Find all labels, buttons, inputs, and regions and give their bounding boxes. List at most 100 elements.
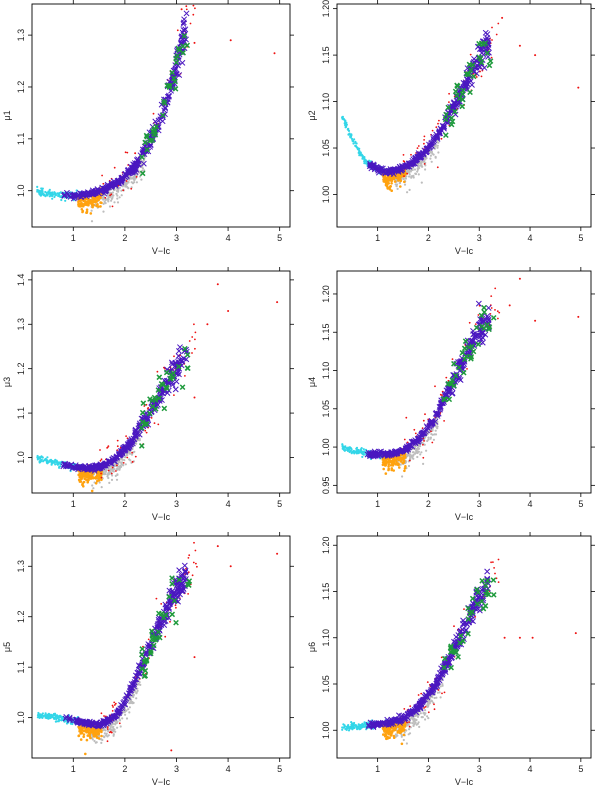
red-outlier-point: [229, 39, 232, 42]
gray-point: [135, 697, 138, 700]
orange-point: [89, 477, 93, 480]
red-point: [134, 152, 137, 155]
green-cross: [161, 100, 168, 106]
purple-cross: [132, 431, 139, 438]
purple-cross: [152, 118, 159, 125]
gray-point: [134, 177, 137, 180]
purple-cross: [86, 462, 93, 469]
cyan-point: [40, 713, 43, 716]
red-outlier-point: [518, 277, 521, 280]
purple-cross: [394, 166, 401, 173]
cyan-point: [42, 714, 45, 718]
gray-point: [102, 197, 105, 200]
gray-point: [432, 153, 435, 156]
purple-cross: [377, 451, 384, 458]
orange-point: [386, 460, 389, 464]
y-tick-label: 1.15: [321, 323, 331, 341]
gray-point: [121, 185, 124, 188]
green-cross: [451, 360, 457, 367]
gray-point: [413, 168, 417, 171]
cyan-point: [36, 716, 40, 719]
red-point: [100, 458, 103, 461]
gray-point: [110, 199, 113, 202]
green-cross: [468, 355, 474, 362]
gray-point: [420, 451, 423, 454]
orange-point: [100, 478, 103, 482]
purple-cross: [382, 169, 389, 176]
cyan-point: [359, 151, 362, 154]
red-point: [495, 33, 498, 36]
purple-cross: [384, 451, 391, 458]
green-cross: [138, 443, 145, 449]
gray-point: [128, 458, 131, 461]
green-cross: [462, 338, 469, 345]
gray-point: [411, 456, 414, 459]
red-point: [423, 139, 425, 141]
purple-cross: [169, 361, 176, 368]
red-point: [448, 92, 450, 95]
cyan-point: [361, 157, 364, 160]
purple-cross: [177, 344, 183, 351]
gray-point: [112, 734, 115, 737]
x-tick-label: 3: [174, 233, 179, 243]
gray-point: [422, 462, 425, 465]
green-cross: [180, 43, 186, 49]
gray-point: [119, 465, 122, 468]
cyan-point: [362, 448, 365, 451]
cyan-point: [36, 185, 39, 188]
gray-point: [104, 470, 107, 473]
purple-cross: [409, 160, 416, 167]
red-point: [413, 428, 416, 431]
green-cross: [139, 154, 145, 160]
orange-point: [399, 460, 403, 463]
y-tick-label: 1.10: [321, 93, 331, 111]
gray-point: [129, 175, 132, 178]
red-point: [445, 376, 448, 379]
red-point: [173, 394, 175, 396]
green-cross: [482, 40, 489, 46]
purple-cross: [367, 162, 374, 169]
orange-point: [86, 476, 89, 479]
cyan-point: [57, 720, 60, 723]
red-point: [111, 710, 114, 712]
red-point: [126, 151, 129, 154]
gray-point: [120, 194, 123, 197]
green-cross: [150, 128, 156, 135]
cyan-point: [362, 453, 365, 456]
green-cross: [459, 103, 466, 110]
gray-point: [127, 187, 130, 190]
cyan-point: [361, 455, 364, 458]
orange-point: [99, 729, 102, 733]
green-cross: [481, 309, 488, 316]
gray-point: [114, 730, 117, 733]
purple-cross: [111, 180, 118, 187]
purple-cross: [426, 422, 433, 429]
orange-point: [94, 200, 97, 204]
gray-point: [429, 437, 432, 440]
purple-cross: [440, 125, 447, 132]
gray-point: [123, 711, 126, 714]
gray-point: [412, 451, 415, 454]
x-tick-label: 4: [528, 499, 533, 509]
purple-cross: [475, 300, 482, 307]
orange-point: [97, 729, 100, 733]
cyan-point: [38, 192, 41, 195]
red-point: [491, 26, 493, 29]
gray-point: [142, 159, 145, 163]
purple-cross: [485, 41, 492, 48]
gray-point: [140, 166, 143, 169]
orange-point: [401, 174, 404, 178]
red-point: [150, 417, 153, 419]
red-point: [112, 706, 114, 708]
purple-cross: [388, 168, 395, 175]
gray-point: [437, 151, 440, 154]
gray-point: [434, 155, 437, 158]
green-cross: [175, 363, 182, 370]
green-cross: [477, 55, 484, 62]
y-tick-label: 1.2: [16, 81, 26, 94]
red-point: [100, 712, 103, 715]
gray-point: [402, 177, 405, 181]
green-cross: [173, 59, 180, 66]
red-point: [443, 420, 445, 422]
